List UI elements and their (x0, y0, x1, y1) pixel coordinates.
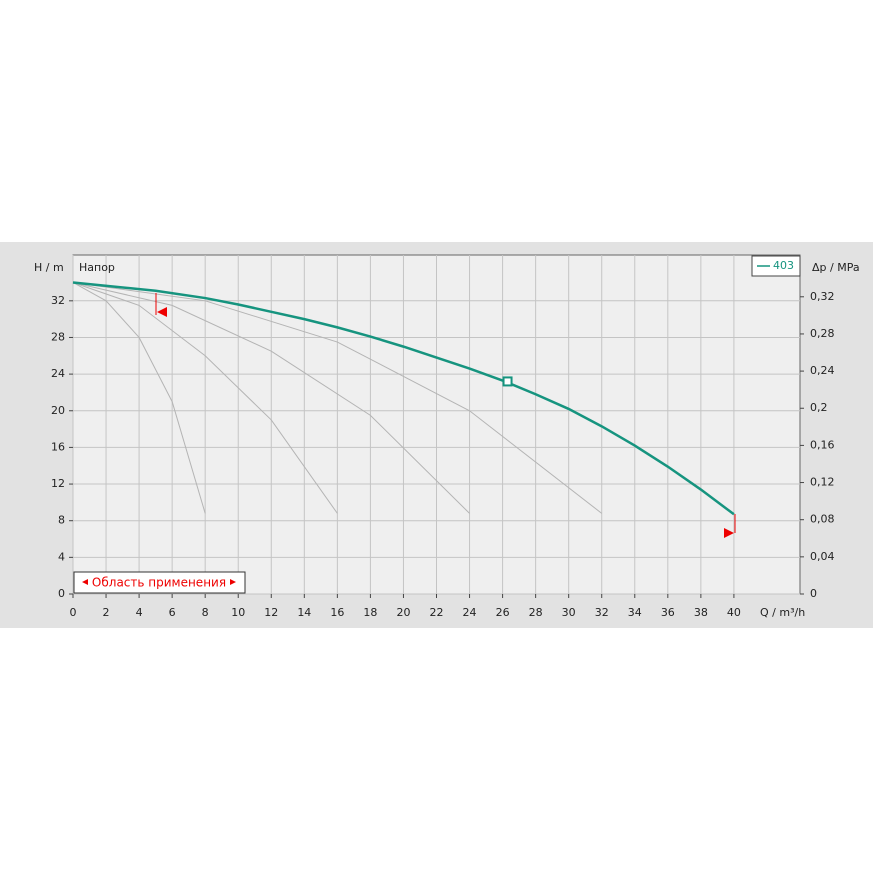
y-tick-label: 0 (58, 587, 65, 600)
x-tick-label: 40 (727, 606, 741, 619)
y2-tick-label: 0,28 (810, 327, 835, 340)
limit-marker (157, 307, 167, 317)
x-tick-label: 10 (231, 606, 245, 619)
limit-marker (724, 528, 734, 538)
y2-tick-label: 0,04 (810, 550, 835, 563)
x-tick-label: 34 (628, 606, 642, 619)
y-tick-label: 28 (51, 330, 65, 343)
x-tick-label: 30 (562, 606, 576, 619)
x-tick-label: 38 (694, 606, 708, 619)
x-tick-label: 32 (595, 606, 609, 619)
x-tick-label: 2 (103, 606, 110, 619)
y-tick-label: 24 (51, 367, 65, 380)
x-tick-label: 22 (430, 606, 444, 619)
x-tick-label: 8 (202, 606, 209, 619)
x-tick-label: 18 (363, 606, 377, 619)
y-tick-label: 32 (51, 294, 65, 307)
y-tick-label: 8 (58, 514, 65, 527)
y2-tick-label: 0,2 (810, 401, 828, 414)
operating-point (502, 376, 513, 387)
y-axis-title: Напор (79, 261, 115, 274)
x-tick-label: 6 (169, 606, 176, 619)
series-line (72, 281, 735, 516)
y2-tick-label: 0,08 (810, 513, 835, 526)
y2-tick-label: 0 (810, 587, 817, 600)
y-tick-label: 20 (51, 404, 65, 417)
y2-tick-label: 0,24 (810, 364, 835, 377)
x-tick-label: 4 (136, 606, 143, 619)
legend-box (751, 255, 801, 277)
reference-curve (72, 281, 470, 514)
x-tick-label: 20 (396, 606, 410, 619)
x-tick-label: 26 (496, 606, 510, 619)
x-tick-label: 16 (330, 606, 344, 619)
y-axis-label: H / m (34, 261, 64, 274)
reference-curve (72, 282, 206, 514)
annotation-box (73, 571, 246, 594)
y2-tick-label: 0,16 (810, 438, 835, 451)
x-tick-label: 12 (264, 606, 278, 619)
x-tick-label: 14 (297, 606, 311, 619)
x-axis-label: Q / m³/h (760, 606, 805, 619)
x-tick-label: 24 (463, 606, 477, 619)
x-tick-label: 28 (529, 606, 543, 619)
reference-curve (72, 281, 603, 514)
x-tick-label: 0 (70, 606, 77, 619)
y2-tick-label: 0,32 (810, 290, 835, 303)
legend-entry: 403 (773, 259, 794, 272)
y-tick-label: 16 (51, 440, 65, 453)
y2-tick-label: 0,12 (810, 476, 835, 489)
reference-curve (72, 282, 338, 514)
annotation: Область применения (92, 576, 226, 590)
y-tick-label: 4 (58, 550, 65, 563)
x-tick-label: 36 (661, 606, 675, 619)
y2-axis-label: Δp / MPa (812, 261, 860, 274)
y-tick-label: 12 (51, 477, 65, 490)
